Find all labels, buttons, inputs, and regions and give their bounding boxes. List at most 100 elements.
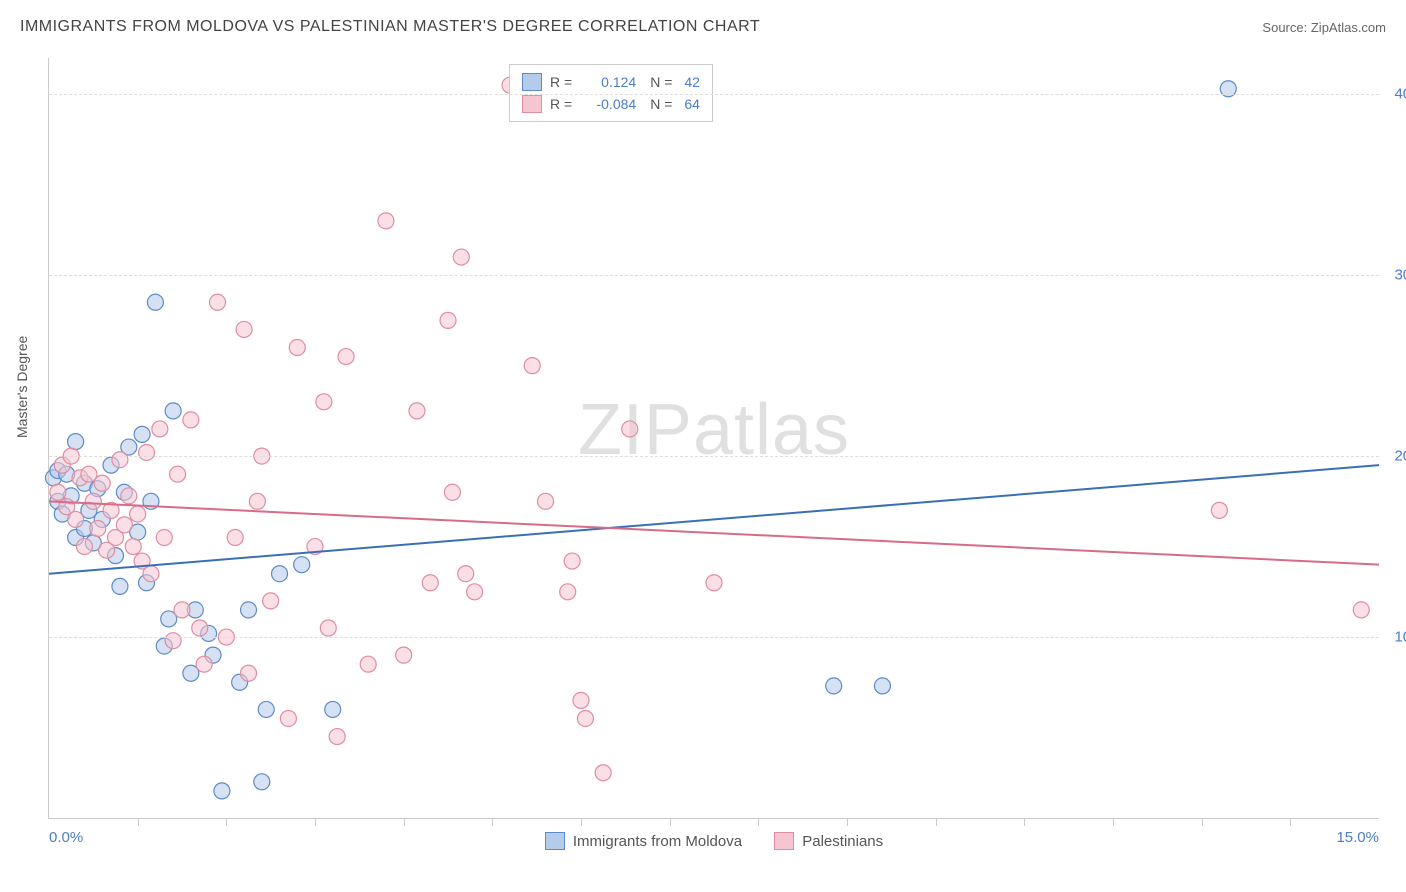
source-label: Source: [1262,20,1307,35]
swatch-pink-icon [522,95,542,113]
scatter-point [325,701,341,717]
scatter-point [573,692,589,708]
scatter-point [320,620,336,636]
n-value-series2: 64 [684,93,700,115]
swatch-blue-icon [522,73,542,91]
scatter-point [564,553,580,569]
x-tick [138,818,139,826]
x-tick [492,818,493,826]
x-tick [404,818,405,826]
scatter-point [116,517,132,533]
scatter-point [112,452,128,468]
scatter-point [595,765,611,781]
scatter-point [214,783,230,799]
scatter-point [76,539,92,555]
x-tick [226,818,227,826]
scatter-point [125,539,141,555]
scatter-point [85,493,101,509]
scatter-point [241,665,257,681]
stats-row-series1: R = 0.124 N = 42 [522,71,700,93]
n-label: N = [650,93,672,115]
scatter-point [294,557,310,573]
r-label: R = [550,71,572,93]
y-tick-label: 30.0% [1394,267,1406,284]
x-tick [1202,818,1203,826]
trend-line [49,465,1379,574]
n-label: N = [650,71,672,93]
scatter-point [467,584,483,600]
scatter-point [560,584,576,600]
trend-line [49,501,1379,564]
stats-legend: R = 0.124 N = 42 R = -0.084 N = 64 [509,64,713,122]
swatch-pink-icon [774,832,794,850]
scatter-point [826,678,842,694]
x-tick [315,818,316,826]
scatter-point [139,444,155,460]
legend-item-series1: Immigrants from Moldova [545,832,742,850]
scatter-point [152,421,168,437]
scatter-point [90,520,106,536]
scatter-point [156,530,172,546]
scatter-point [622,421,638,437]
plot-area: ZIPatlas R = 0.124 N = 42 R = -0.084 N =… [48,58,1379,819]
scatter-point [316,394,332,410]
scatter-point [241,602,257,618]
x-tick [670,818,671,826]
scatter-point [538,493,554,509]
scatter-point [68,434,84,450]
scatter-point [524,358,540,374]
x-tick [581,818,582,826]
r-value-series2: -0.084 [584,93,636,115]
scatter-point [409,403,425,419]
chart-title: IMMIGRANTS FROM MOLDOVA VS PALESTINIAN M… [20,18,760,36]
n-value-series1: 42 [684,71,700,93]
scatter-point [134,426,150,442]
scatter-point [280,710,296,726]
x-tick [847,818,848,826]
x-tick [1024,818,1025,826]
gridline [49,456,1379,457]
scatter-point [165,403,181,419]
scatter-point [112,578,128,594]
scatter-point [458,566,474,582]
x-tick [758,818,759,826]
scatter-point [68,511,84,527]
scatter-point [170,466,186,482]
scatter-point [147,294,163,310]
r-value-series1: 0.124 [584,71,636,93]
y-tick-label: 20.0% [1394,448,1406,465]
scatter-point [577,710,593,726]
scatter-point [453,249,469,265]
x-tick [1113,818,1114,826]
scatter-point [227,530,243,546]
gridline [49,94,1379,95]
scatter-point [165,633,181,649]
scatter-point [263,593,279,609]
scatter-point [94,475,110,491]
scatter-point [196,656,212,672]
legend-label-series1: Immigrants from Moldova [573,833,742,850]
source-attribution: Source: ZipAtlas.com [1262,20,1386,35]
y-tick-label: 40.0% [1394,86,1406,103]
scatter-point [706,575,722,591]
scatter-point [1353,602,1369,618]
scatter-point [209,294,225,310]
scatter-point [396,647,412,663]
scatter-point [422,575,438,591]
scatter-point [874,678,890,694]
scatter-point [360,656,376,672]
scatter-point [236,321,252,337]
legend-item-series2: Palestinians [774,832,883,850]
scatter-point [50,484,66,500]
y-tick-label: 10.0% [1394,629,1406,646]
scatter-point [272,566,288,582]
bottom-legend: Immigrants from Moldova Palestinians [49,832,1379,854]
scatter-point [378,213,394,229]
r-label: R = [550,93,572,115]
scatter-point [192,620,208,636]
y-axis-label: Master's Degree [14,336,30,438]
x-tick [1290,818,1291,826]
scatter-point [1211,502,1227,518]
legend-label-series2: Palestinians [802,833,883,850]
scatter-point [289,340,305,356]
